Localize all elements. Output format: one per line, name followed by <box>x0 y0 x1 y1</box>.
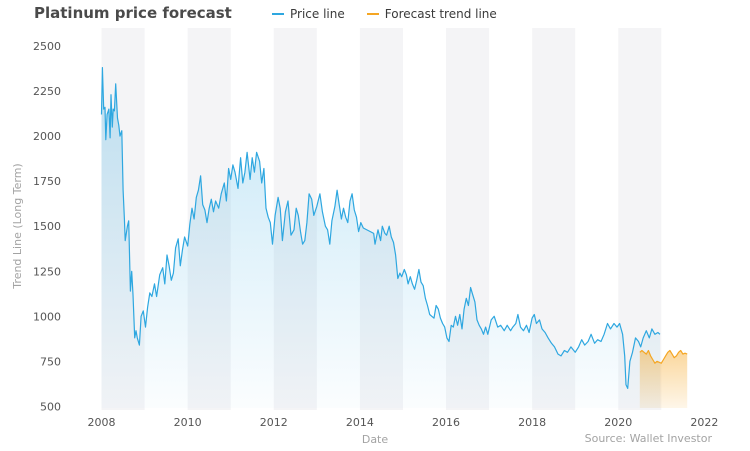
x-tick-label: 2012 <box>260 416 288 429</box>
legend-swatch-price-line <box>272 13 284 15</box>
x-tick-label: 2020 <box>604 416 632 429</box>
x-tick-label: 2008 <box>88 416 116 429</box>
source-note: Source: Wallet Investor <box>584 432 712 445</box>
series-area-price-line <box>101 67 660 408</box>
series-lines <box>100 67 688 389</box>
y-tick-label: 1750 <box>33 175 61 188</box>
y-axis-title: Trend Line (Long Term) <box>11 163 24 289</box>
series-line-forecast-trend-line[interactable] <box>639 349 688 364</box>
series-line-price-line[interactable] <box>100 67 661 389</box>
chart-legend: Price line Forecast trend line <box>272 7 497 21</box>
legend-item-forecast-trend-line[interactable]: Forecast trend line <box>366 7 497 21</box>
x-tick-label: 2014 <box>346 416 374 429</box>
series-fills <box>101 67 688 408</box>
x-tick-label: 2016 <box>432 416 460 429</box>
x-axis-title: Date <box>362 433 389 446</box>
y-tick-label: 1250 <box>33 265 61 278</box>
y-tick-label: 2500 <box>33 40 61 53</box>
y-axis-ticks: 500 750 1000 1250 1500 1750 2000 2250 2500 <box>33 40 61 413</box>
x-tick-label: 2018 <box>518 416 546 429</box>
legend-label-price-line: Price line <box>290 7 345 21</box>
y-tick-label: 2250 <box>33 85 61 98</box>
y-tick-label: 1000 <box>33 310 61 323</box>
y-tick-label: 500 <box>40 400 61 413</box>
y-tick-label: 2000 <box>33 130 61 143</box>
chart-title: Platinum price forecast <box>34 4 232 22</box>
legend-label-forecast-trend-line: Forecast trend line <box>384 7 497 21</box>
legend-item-price-line[interactable]: Price line <box>272 7 345 21</box>
x-axis-ticks: 2008 2010 2012 2014 2016 2018 2020 2022 <box>88 416 719 429</box>
x-tick-label: 2010 <box>174 416 202 429</box>
y-tick-label: 1500 <box>33 220 61 233</box>
x-tick-label: 2022 <box>690 416 718 429</box>
legend-swatch-forecast-trend-line <box>366 13 379 15</box>
y-tick-label: 750 <box>40 355 61 368</box>
series-area-forecast-trend-line <box>639 350 688 408</box>
